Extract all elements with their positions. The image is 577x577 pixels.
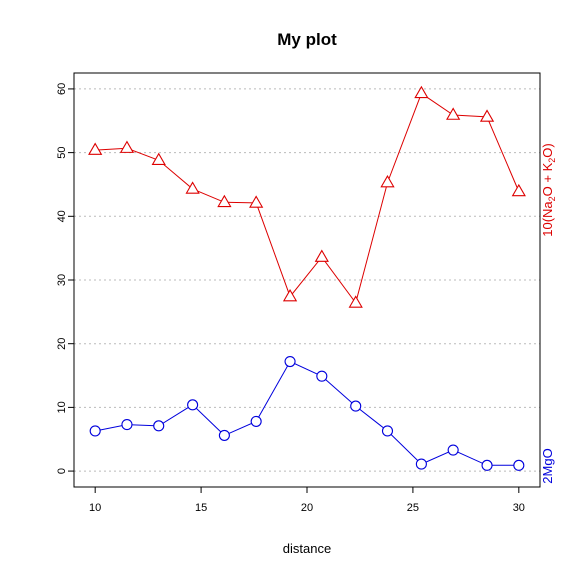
y-tick-label: 50 — [56, 146, 68, 158]
data-point-circle — [250, 415, 262, 427]
data-point-circle — [481, 459, 493, 471]
x-tick-label: 20 — [301, 502, 313, 514]
x-axis: 10 15 20 25 30 — [89, 487, 525, 514]
data-point-triangle — [185, 181, 200, 194]
series-label-oxides-part-3: O) — [540, 143, 555, 157]
chart-title: My plot — [277, 30, 337, 49]
data-point-triangle — [119, 140, 135, 153]
data-point-circle — [513, 459, 525, 471]
x-axis-title: distance — [283, 541, 331, 556]
x-tick-label: 25 — [407, 502, 419, 514]
y-tick-label: 0 — [56, 468, 68, 474]
x-tick-label: 30 — [513, 502, 525, 514]
series-label-oxides-part-1: 10(Na — [540, 201, 555, 237]
data-point-circle — [447, 444, 459, 456]
data-point-triangle — [446, 107, 461, 120]
data-point-circle — [381, 425, 394, 437]
data-point-circle — [284, 355, 296, 368]
y-tick-label: 40 — [56, 210, 68, 222]
series-line-1 — [95, 360, 519, 466]
data-point-triangle — [314, 249, 329, 262]
data-point-triangle — [151, 152, 166, 166]
data-point-circle — [316, 370, 328, 382]
data-point-circle — [89, 425, 101, 437]
data-point-triangle — [348, 295, 363, 308]
series-line-0 — [95, 92, 520, 305]
series-layer — [88, 85, 526, 471]
data-point-circle — [350, 400, 362, 412]
series-label-oxides-sub-2: 2 — [547, 158, 557, 163]
y-tick-label: 30 — [56, 274, 68, 286]
series-label-oxides-sub-1: 2 — [547, 196, 557, 201]
series-label-oxides-part-2: O + K — [540, 162, 555, 196]
grid — [74, 88, 540, 472]
x-tick-label: 15 — [195, 502, 207, 514]
data-point-triangle — [380, 174, 395, 188]
y-tick-label: 60 — [56, 83, 68, 95]
y-tick-label: 10 — [56, 401, 68, 413]
data-point-triangle — [511, 183, 526, 197]
data-point-circle — [121, 419, 133, 431]
data-point-circle — [415, 458, 427, 470]
data-point-triangle — [282, 288, 298, 302]
y-axis: 0 10 20 30 40 50 60 — [56, 83, 74, 474]
data-point-triangle — [249, 195, 264, 208]
x-tick-label: 10 — [89, 502, 101, 514]
series-label-mgo: 2MgO — [540, 448, 555, 483]
data-point-triangle — [479, 109, 495, 122]
y-tick-label: 20 — [56, 338, 68, 350]
series-label-oxides: 10(Na2O + K2O) — [540, 143, 557, 237]
data-point-circle — [218, 429, 230, 441]
data-point-triangle — [414, 85, 429, 99]
data-point-circle — [153, 420, 165, 432]
data-point-triangle — [88, 142, 103, 155]
data-point-triangle — [217, 194, 232, 208]
data-point-circle — [187, 399, 199, 411]
